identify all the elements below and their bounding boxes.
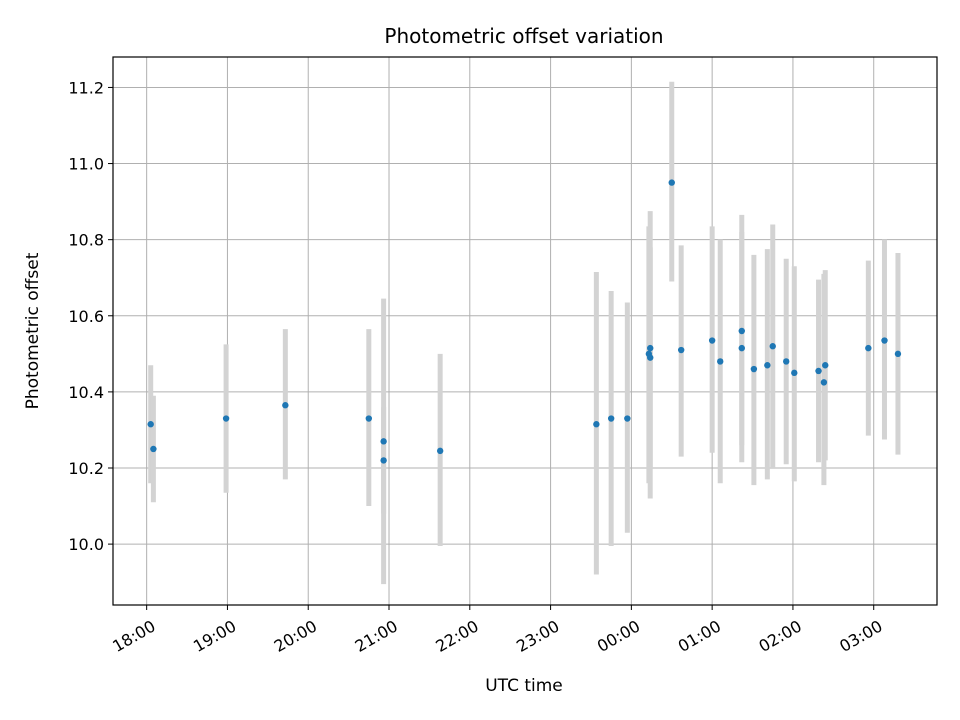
data-point <box>647 354 654 361</box>
y-tick-label: 10.2 <box>68 459 104 478</box>
y-axis-label: Photometric offset <box>23 252 43 409</box>
data-point <box>769 343 776 350</box>
data-point <box>822 362 829 369</box>
data-point <box>380 457 387 464</box>
data-point <box>764 362 771 369</box>
y-tick-label: 11.0 <box>68 155 104 174</box>
y-tick-label: 10.0 <box>68 535 104 554</box>
data-point <box>894 350 902 358</box>
y-tick-label: 10.8 <box>68 231 104 250</box>
data-point <box>738 344 745 352</box>
plot-frame <box>112 56 938 606</box>
data-point <box>150 445 157 453</box>
data-point <box>791 369 798 377</box>
data-point <box>881 337 888 344</box>
data-point <box>668 179 675 186</box>
data-point <box>380 438 387 445</box>
data-point <box>593 421 600 428</box>
data-point <box>624 415 631 422</box>
data-point <box>147 421 154 428</box>
data-point <box>815 367 822 375</box>
y-tick-label: 10.4 <box>68 383 104 402</box>
data-point <box>865 344 872 352</box>
y-tick-label: 11.2 <box>68 78 104 97</box>
data-point <box>282 402 289 409</box>
data-point <box>750 365 758 373</box>
data-point <box>222 415 230 422</box>
data-point <box>708 337 716 344</box>
data-point <box>365 415 373 422</box>
data-point <box>607 415 615 422</box>
data-point <box>738 327 745 335</box>
grid <box>113 57 937 605</box>
y-axis-ticks: 10.0 10.2 10.4 10.6 10.8 11.0 11.2 <box>68 78 113 554</box>
data-point <box>647 344 654 352</box>
data-point <box>717 358 724 365</box>
data-point <box>783 358 790 365</box>
data-point <box>820 379 828 386</box>
data-point <box>677 346 685 354</box>
data-point <box>436 447 444 455</box>
chart-title: Photometric offset variation <box>384 24 663 48</box>
y-tick-label: 10.6 <box>68 307 104 326</box>
data-points <box>147 179 902 464</box>
x-axis-label: UTC time <box>485 676 563 696</box>
